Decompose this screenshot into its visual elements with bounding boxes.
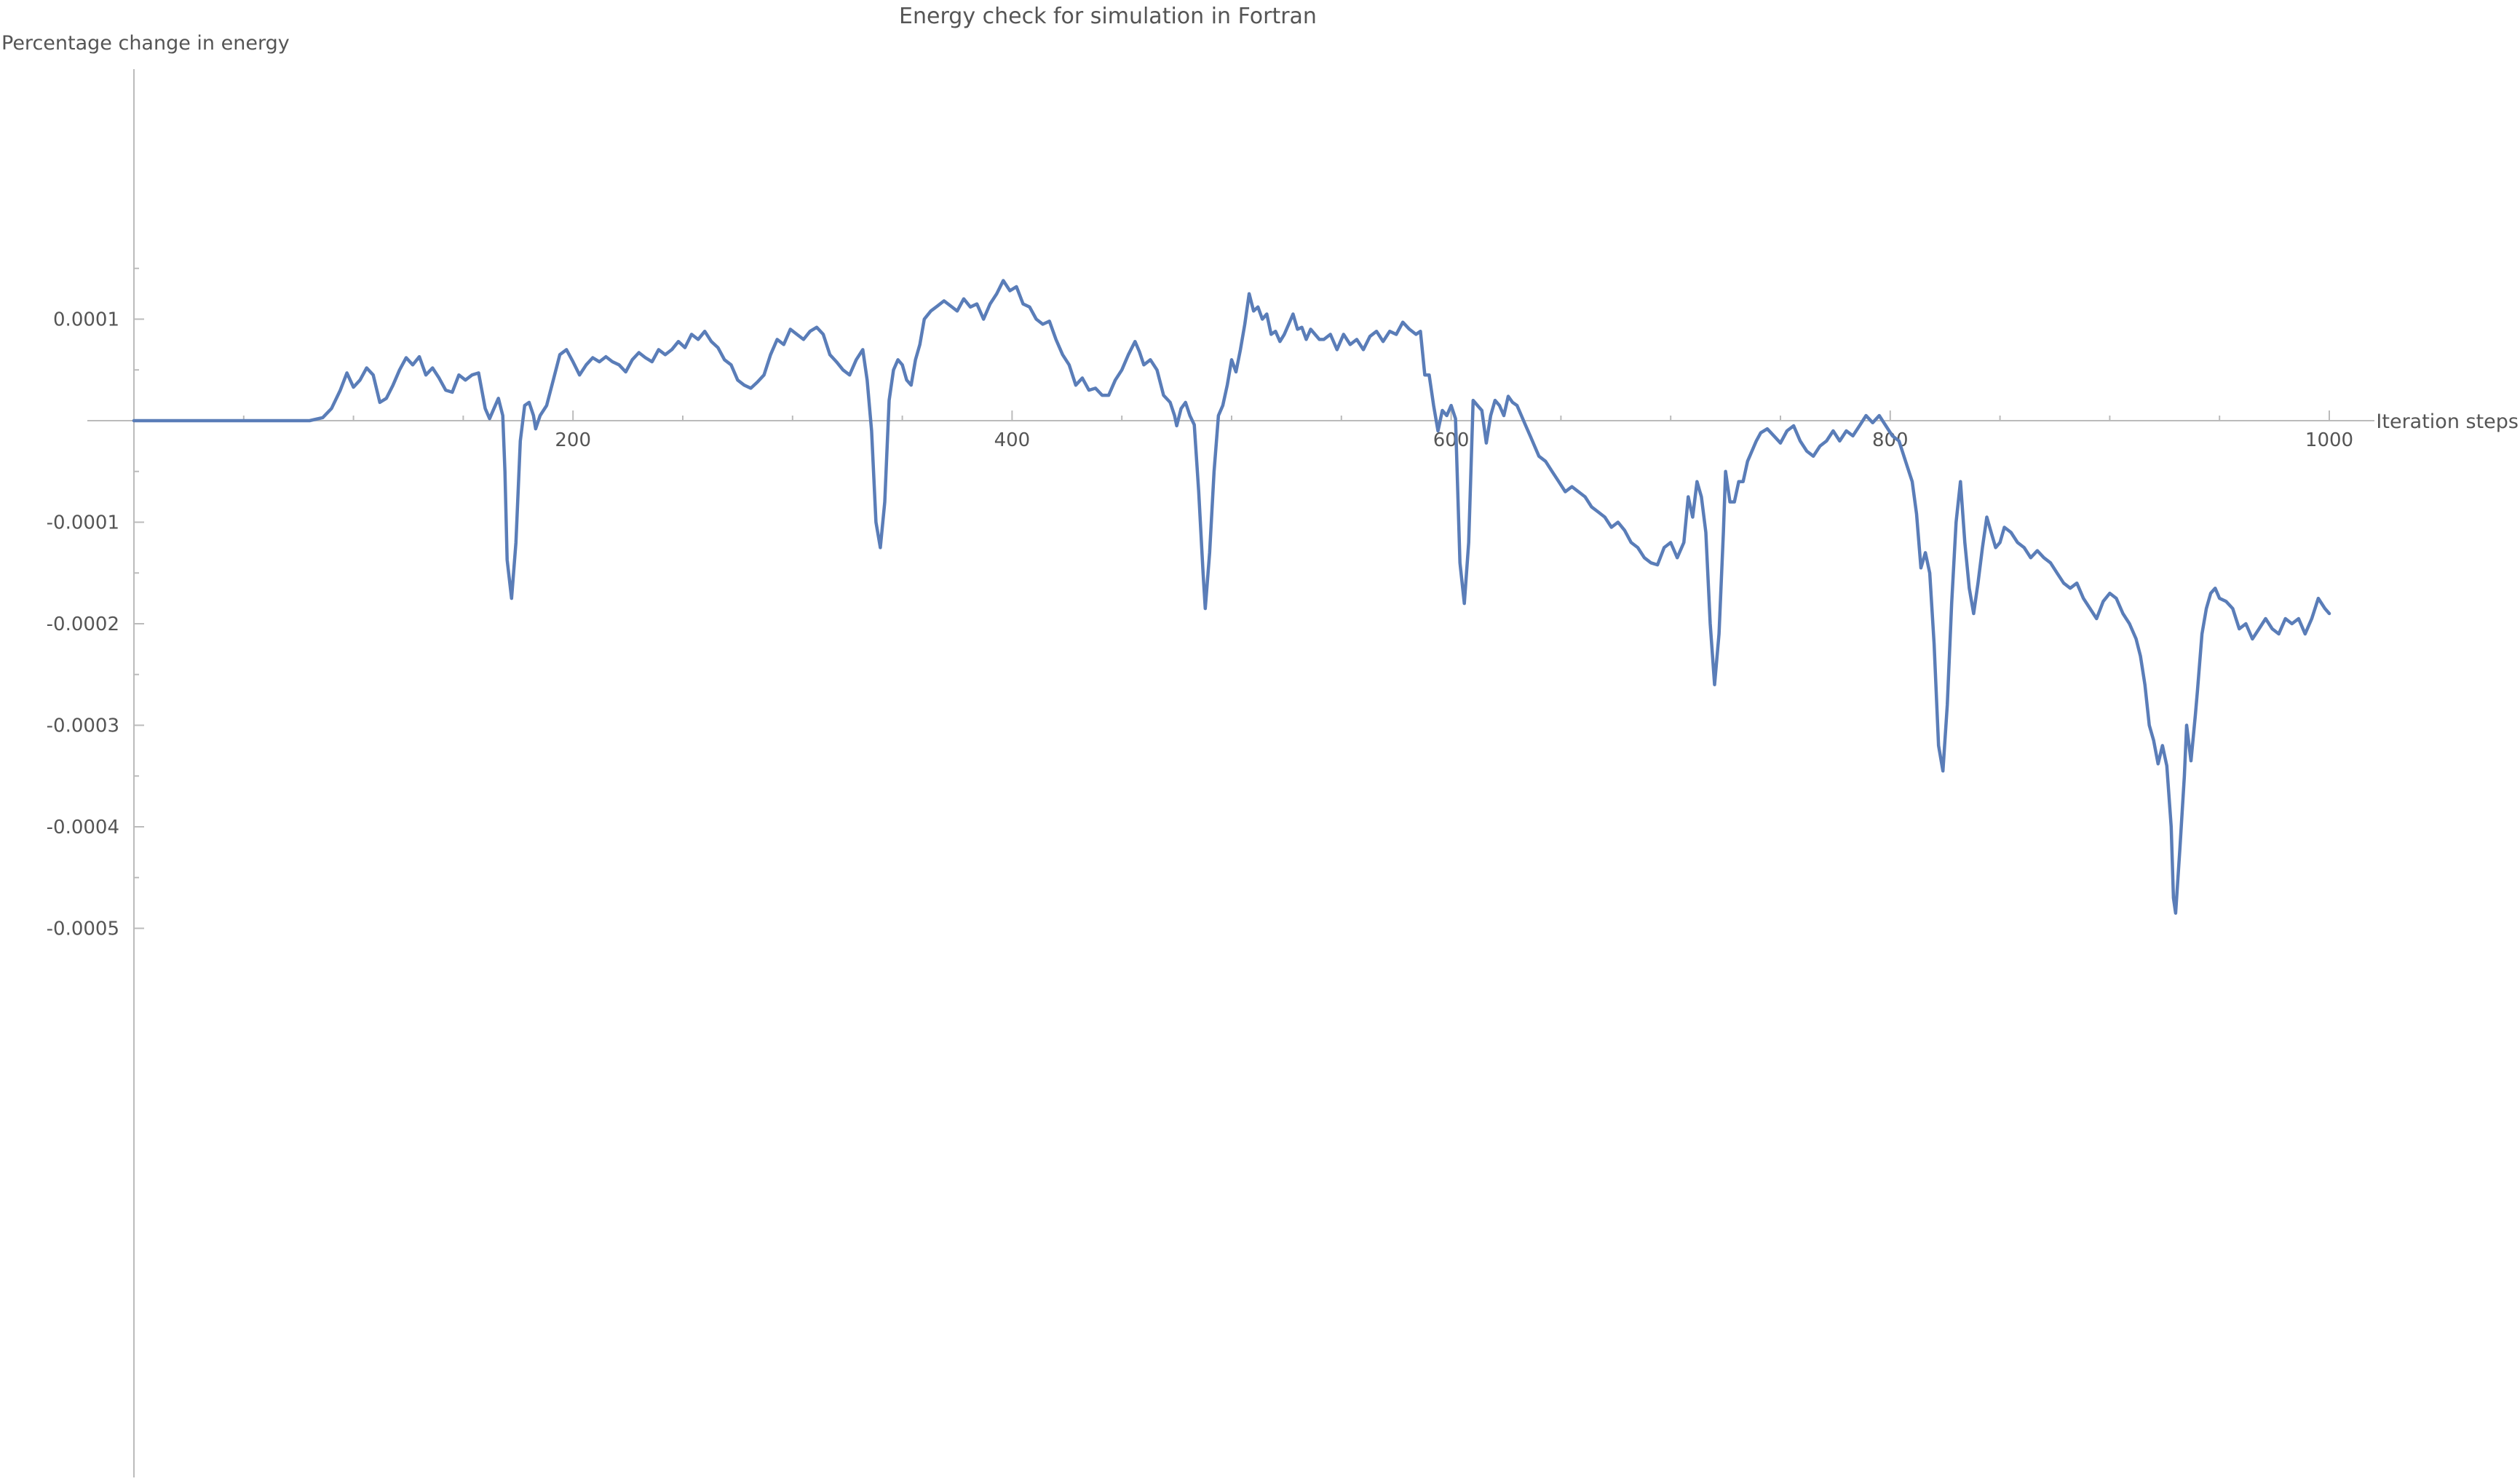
y-tick-label: -0.0003	[47, 715, 119, 737]
y-tick-label: -0.0004	[47, 817, 119, 838]
plot-area	[132, 279, 2331, 915]
y-tick-label: -0.0001	[47, 512, 119, 534]
y-ticks: 0.0001 -0.0001 -0.0002 -0.0003 -0.0004 -0.000…	[47, 309, 144, 940]
x-tick-label: 200	[555, 429, 591, 451]
y-tick-label: -0.0002	[47, 614, 119, 635]
series-line	[132, 279, 2331, 915]
minor-ticks	[134, 267, 2221, 878]
x-tick-label: 1000	[2305, 429, 2353, 451]
y-axis-title: Percentage change in energy	[1, 32, 290, 55]
x-axis-title: Iteration steps	[2376, 410, 2519, 433]
y-tick-label: -0.0005	[47, 918, 119, 940]
axes	[87, 69, 2374, 1477]
chart-title: Energy check for simulation in Fortran	[899, 4, 1317, 29]
x-tick-label: 400	[994, 429, 1031, 451]
y-tick-label: 0.0001	[53, 309, 119, 331]
x-tick-label: 600	[1433, 429, 1470, 451]
x-ticks: 200 400 600 800 1000	[555, 410, 2353, 451]
